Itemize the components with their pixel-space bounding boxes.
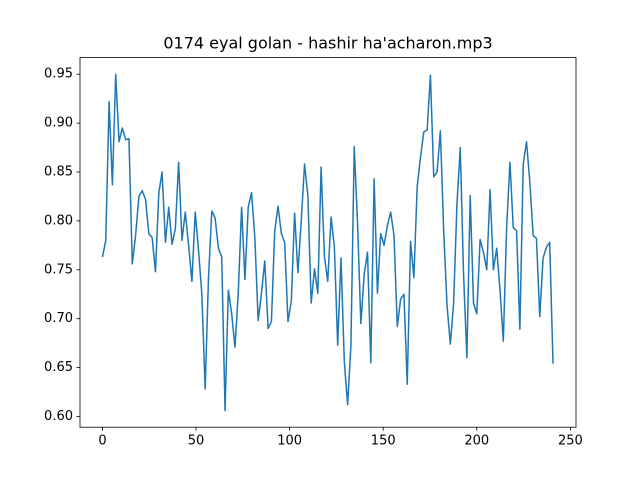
chart-title: 0174 eyal golan - hashir ha'acharon.mp3 [163,34,492,53]
y-tick-label: 0.80 [44,213,73,228]
y-tick-label: 0.60 [44,409,73,424]
plot-frame [79,57,577,428]
x-tick-label: 250 [558,434,583,449]
y-tick-label: 0.70 [44,311,73,326]
x-tick-label: 100 [277,434,302,449]
y-tick-label: 0.90 [44,116,73,131]
x-tick-label: 0 [98,434,106,449]
y-tick-label: 0.95 [44,67,73,82]
x-tick-label: 150 [371,434,396,449]
y-tick-label: 0.85 [44,165,73,180]
x-tick-label: 200 [464,434,489,449]
data-line [101,73,554,412]
y-tick-label: 0.75 [44,262,73,277]
x-tick-label: 50 [188,434,205,449]
y-tick-label: 0.65 [44,360,73,375]
